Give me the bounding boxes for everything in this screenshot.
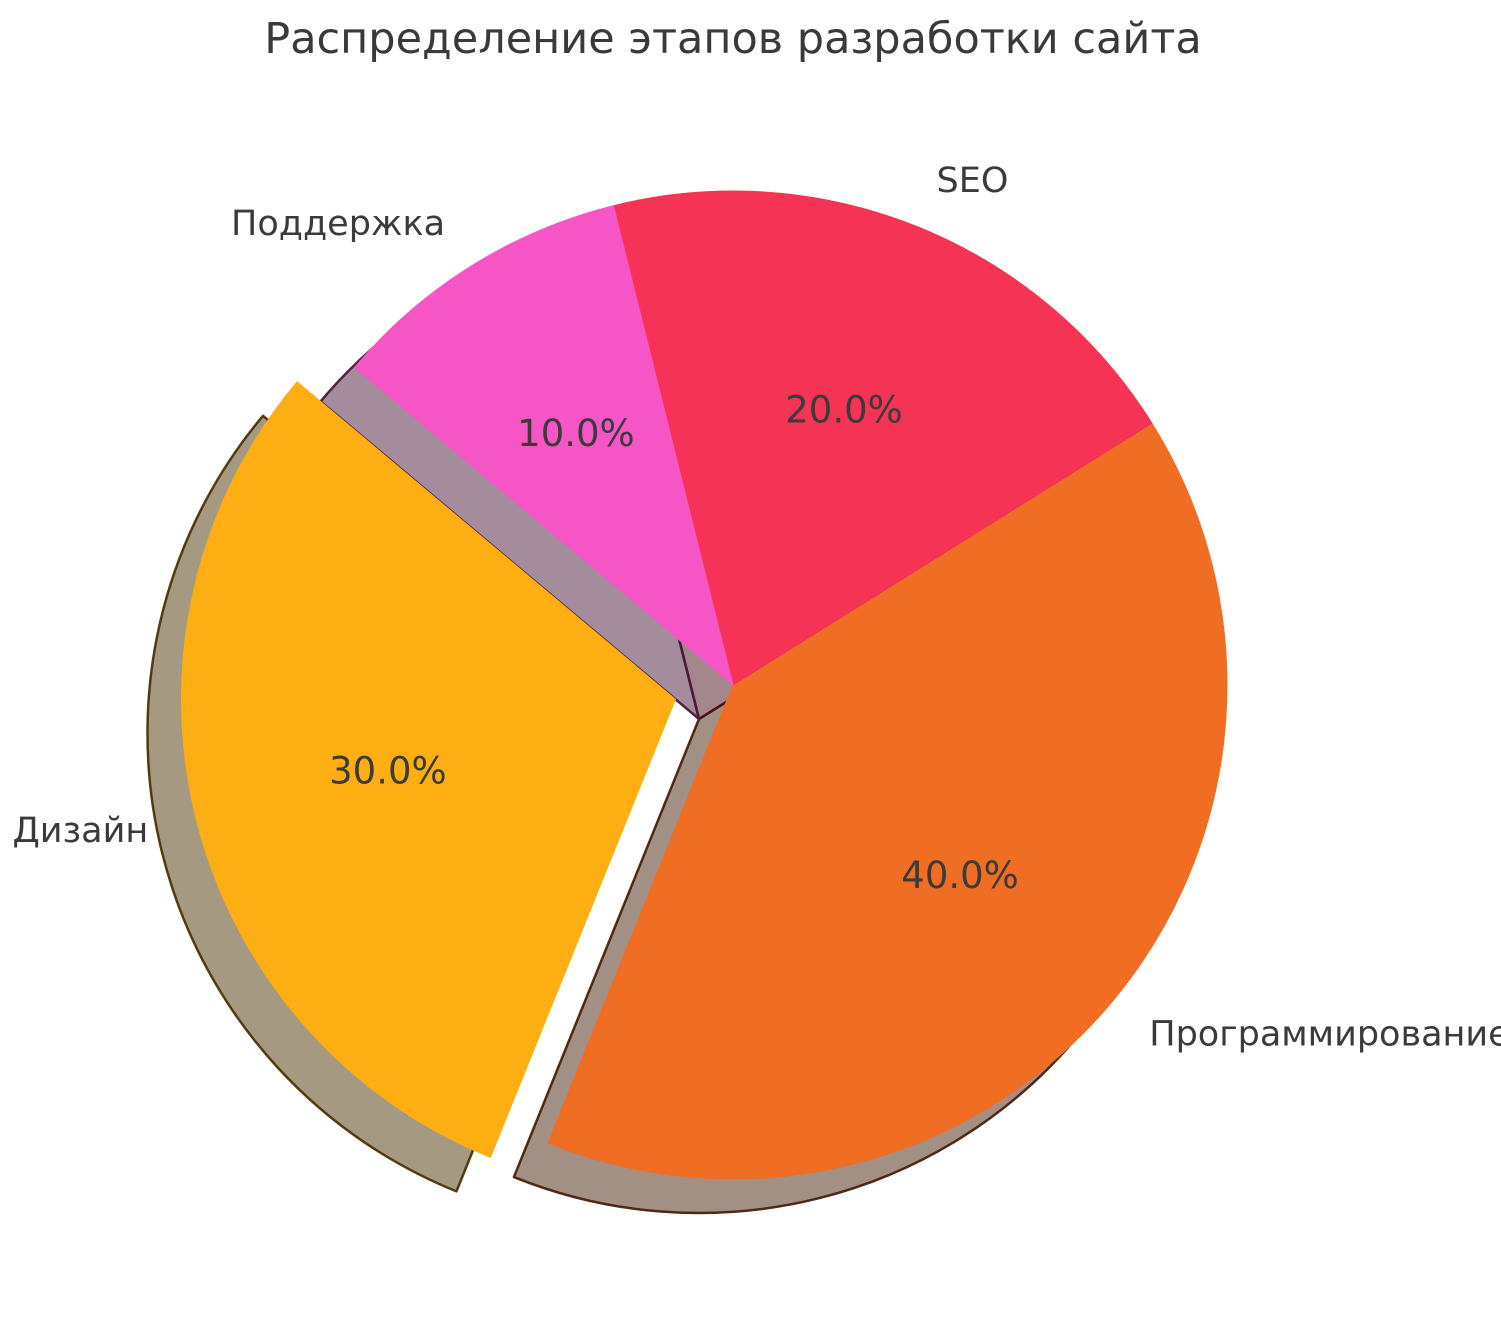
pie-label-design: Дизайн xyxy=(12,811,148,851)
pie-slice-seo xyxy=(612,190,1153,686)
pie-label-programming: Программирование xyxy=(1149,1014,1501,1054)
pie-pct-support: 10.0% xyxy=(517,412,635,455)
pie-slice-programming xyxy=(547,422,1228,1180)
pie-pct-programming: 40.0% xyxy=(901,854,1019,897)
pie-slice-support xyxy=(354,205,734,686)
chart-title: Распределение этапов разработки сайта xyxy=(264,14,1202,64)
pie-pct-seo: 20.0% xyxy=(785,389,903,432)
pie-slice-design xyxy=(180,381,676,1158)
pie-label-seo: SEO xyxy=(937,161,1009,201)
pie-label-support: Поддержка xyxy=(231,204,445,244)
pie-pct-design: 30.0% xyxy=(329,750,447,793)
